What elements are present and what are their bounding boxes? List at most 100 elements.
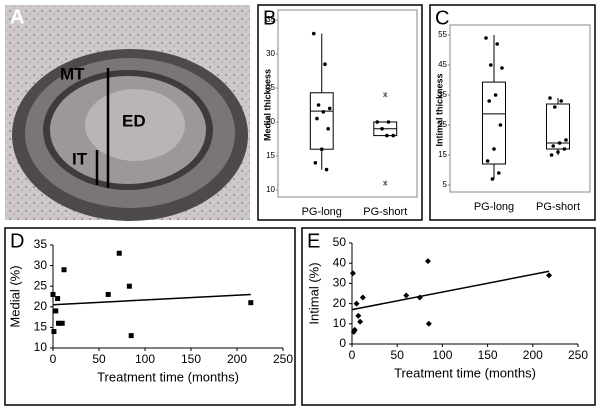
panel-label: C: [435, 7, 449, 29]
data-point: [50, 291, 56, 297]
y-tick-label: 30: [266, 49, 275, 58]
vessel-lumen: [85, 89, 185, 161]
x-tick-label: 200: [227, 352, 247, 366]
data-point: [61, 267, 67, 273]
data-point: [323, 62, 327, 66]
x-tick-label: 150: [181, 352, 201, 366]
data-point: [557, 141, 562, 145]
x-tick-label: 250: [273, 352, 293, 366]
data-point: [495, 42, 500, 46]
x-axis-title: Treatment time (months): [394, 365, 536, 380]
y-tick-label: 30: [333, 276, 347, 290]
y-tick-label: 20: [34, 299, 48, 313]
plot-frame: [449, 24, 591, 193]
micrograph-panel: A MT ED IT: [5, 5, 250, 221]
data-point: [403, 292, 410, 299]
data-point: [319, 147, 324, 151]
y-tick-label: 35: [34, 237, 48, 251]
data-point: [562, 147, 567, 151]
x-tick-label: 150: [478, 348, 498, 362]
outlier: [382, 92, 388, 98]
data-point: [375, 120, 380, 124]
data-point: [497, 171, 501, 175]
x-tick-label: 250: [568, 348, 588, 362]
y-tick-label: 10: [34, 340, 48, 354]
data-point: [55, 296, 61, 302]
data-point: [489, 63, 493, 67]
x-tick-label: PG-short: [536, 201, 580, 213]
data-point: [248, 300, 254, 306]
data-point: [357, 318, 364, 325]
y-tick-label: 55: [438, 30, 447, 39]
data-point: [59, 320, 65, 326]
data-point: [51, 329, 57, 335]
x-axis-title: Treatment time (months): [97, 369, 239, 384]
data-point: [380, 127, 384, 131]
data-point: [359, 294, 366, 301]
annotation: MT: [60, 64, 85, 83]
data-point: [564, 138, 568, 142]
y-tick-label: 10: [333, 316, 347, 330]
y-tick-label: 0: [339, 336, 346, 350]
y-tick-label: 25: [266, 83, 275, 92]
data-point: [316, 103, 321, 107]
x-tick-label: 100: [135, 352, 155, 366]
y-tick-label: 25: [438, 120, 447, 129]
data-point: [487, 99, 492, 103]
data-point: [349, 270, 356, 277]
data-point: [546, 272, 553, 279]
data-point: [490, 177, 495, 181]
y-tick-label: 10: [266, 185, 275, 194]
data-point: [126, 283, 132, 289]
data-point: [551, 144, 555, 148]
y-tick-label: 15: [266, 151, 275, 160]
y-tick-label: 50: [333, 235, 347, 249]
y-tick-label: 35: [438, 90, 447, 99]
y-axis-title: Intimal (%): [306, 262, 321, 324]
panel-frame: [4, 227, 296, 406]
data-point: [321, 110, 326, 114]
box: [481, 81, 507, 165]
data-point: [105, 291, 111, 297]
data-point: [353, 300, 360, 307]
x-tick-label: PG-short: [363, 206, 407, 218]
plot-frame: [277, 9, 418, 198]
y-tick-label: 35: [266, 15, 275, 24]
data-point: [116, 250, 122, 256]
trendline: [52, 293, 251, 306]
x-tick-label: 200: [523, 348, 543, 362]
x-tick-label: 50: [391, 348, 405, 362]
x-tick-label: 0: [349, 348, 356, 362]
data-point: [311, 31, 316, 36]
box: [545, 103, 571, 150]
data-point: [355, 312, 362, 319]
data-point: [391, 133, 396, 138]
data-point: [53, 308, 59, 314]
data-point: [386, 120, 391, 124]
annotation: ED: [122, 111, 146, 130]
data-point: [485, 159, 490, 163]
x-tick-label: 0: [50, 352, 57, 366]
y-tick-label: 15: [438, 150, 447, 159]
data-point: [56, 320, 62, 326]
panel-label: B: [263, 7, 276, 29]
data-point: [351, 326, 358, 333]
data-point: [549, 153, 554, 157]
data-point: [498, 123, 503, 127]
data-point: [313, 161, 318, 165]
y-tick-label: 20: [333, 296, 347, 310]
y-axis-title: Medial (%): [7, 265, 22, 327]
panel-label: E: [307, 230, 320, 252]
data-point: [559, 99, 563, 103]
panel-frame: [257, 4, 423, 221]
data-point: [327, 106, 332, 111]
data-point: [128, 333, 134, 339]
y-axis-title: Medial thickness: [262, 69, 272, 141]
y-tick-label: 5: [443, 180, 448, 189]
outlier: [382, 180, 388, 186]
x-tick-label: 100: [432, 348, 452, 362]
y-tick-label: 20: [266, 117, 275, 126]
y-axis-title: Intimal thickness: [434, 73, 444, 146]
data-point: [500, 66, 504, 70]
